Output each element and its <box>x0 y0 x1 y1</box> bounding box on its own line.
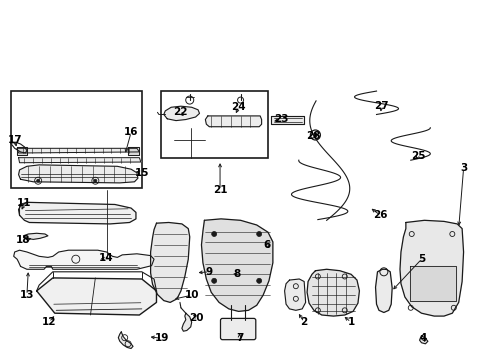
FancyBboxPatch shape <box>220 318 255 340</box>
Circle shape <box>211 231 216 237</box>
Polygon shape <box>19 202 136 224</box>
Polygon shape <box>17 147 27 155</box>
Polygon shape <box>399 220 463 316</box>
Text: 5: 5 <box>417 254 424 264</box>
Polygon shape <box>19 158 141 163</box>
Polygon shape <box>419 336 427 344</box>
Polygon shape <box>271 116 304 124</box>
Text: 8: 8 <box>233 269 240 279</box>
Text: 10: 10 <box>184 290 199 300</box>
Text: 1: 1 <box>347 317 354 327</box>
Polygon shape <box>306 269 359 316</box>
Text: 22: 22 <box>172 107 187 117</box>
Polygon shape <box>182 313 191 331</box>
Polygon shape <box>163 106 199 121</box>
Text: 7: 7 <box>235 333 243 343</box>
Polygon shape <box>11 142 27 153</box>
Text: 15: 15 <box>134 168 149 178</box>
Text: 16: 16 <box>123 127 138 138</box>
Polygon shape <box>14 250 154 269</box>
Text: 19: 19 <box>155 333 169 343</box>
Polygon shape <box>375 269 391 312</box>
Polygon shape <box>37 278 156 315</box>
Polygon shape <box>17 148 139 153</box>
Polygon shape <box>409 266 455 301</box>
Text: 27: 27 <box>373 101 388 111</box>
Text: 24: 24 <box>231 102 245 112</box>
Text: 21: 21 <box>212 185 227 195</box>
Circle shape <box>256 231 261 237</box>
Text: 14: 14 <box>99 253 114 264</box>
Circle shape <box>256 278 261 283</box>
Circle shape <box>37 179 40 182</box>
Text: 2: 2 <box>300 317 307 327</box>
Text: 4: 4 <box>418 333 426 343</box>
Polygon shape <box>201 219 272 311</box>
Text: 11: 11 <box>17 198 32 208</box>
Text: 12: 12 <box>41 317 56 327</box>
Polygon shape <box>284 279 305 310</box>
Bar <box>161 91 267 158</box>
Circle shape <box>313 133 317 137</box>
Text: 23: 23 <box>273 114 288 124</box>
Text: 18: 18 <box>16 235 31 246</box>
Text: 3: 3 <box>459 163 466 174</box>
Text: 28: 28 <box>305 131 320 141</box>
Polygon shape <box>23 233 48 239</box>
Text: 25: 25 <box>410 150 425 161</box>
Text: 26: 26 <box>372 210 387 220</box>
Circle shape <box>94 179 97 182</box>
Polygon shape <box>150 222 189 302</box>
Polygon shape <box>128 147 139 155</box>
Text: 9: 9 <box>205 267 212 277</box>
Text: 20: 20 <box>189 312 203 323</box>
Polygon shape <box>205 116 261 127</box>
Text: 13: 13 <box>20 290 34 300</box>
Polygon shape <box>19 165 138 183</box>
Bar <box>11 91 142 188</box>
Polygon shape <box>118 332 133 348</box>
Text: 17: 17 <box>7 135 22 145</box>
Circle shape <box>211 278 216 283</box>
Text: 6: 6 <box>263 240 269 250</box>
